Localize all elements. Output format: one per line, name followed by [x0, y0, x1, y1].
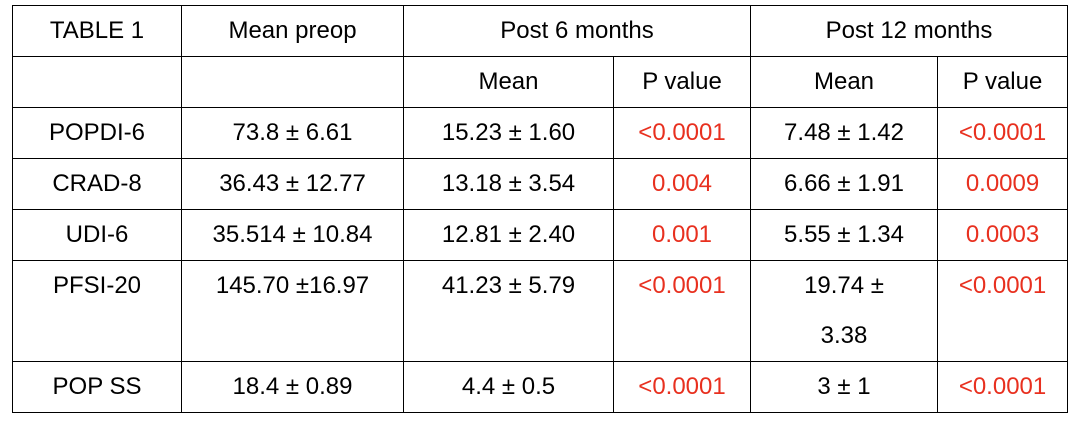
p-value-cell: <0.0001 [612, 107, 752, 159]
subheader-cell: Mean [403, 56, 614, 108]
preop-cell: 73.8 ± 6.61 [181, 107, 404, 159]
p-value-cell: 0.0003 [937, 209, 1069, 261]
mean-cell: 13.18 ± 3.54 [403, 158, 614, 210]
preop-cell: 18.4 ± 0.89 [181, 361, 404, 413]
p-value-cell: <0.0001 [937, 361, 1069, 413]
row-label: POPDI-6 [12, 107, 182, 159]
row-label: UDI-6 [12, 209, 182, 261]
subheader-row: Mean P value Mean P value [12, 56, 1069, 108]
empty-cell [12, 56, 182, 108]
preop-cell: 35.514 ± 10.84 [181, 209, 404, 261]
mean-cell: 19.74 ± 3.38 [750, 260, 939, 362]
row-label: PFSI-20 [12, 260, 182, 362]
mean-cell: 6.66 ± 1.91 [750, 158, 939, 210]
row-label: CRAD-8 [12, 158, 182, 210]
subheader-cell: P value [937, 56, 1069, 108]
p-value-cell: <0.0001 [612, 361, 752, 413]
header-cell: TABLE 1 [12, 5, 182, 57]
p-value-cell: <0.0001 [612, 260, 752, 362]
header-cell: Mean preop [181, 5, 404, 57]
mean-cell: 12.81 ± 2.40 [403, 209, 614, 261]
preop-cell: 36.43 ± 12.77 [181, 158, 404, 210]
row-label: POP SS [12, 361, 182, 413]
header-cell: Post 6 months [402, 5, 752, 57]
mean-cell: 41.23 ± 5.79 [403, 260, 614, 362]
p-value-cell: <0.0001 [937, 107, 1069, 159]
p-value-cell: 0.001 [612, 209, 752, 261]
p-value-cell: 0.0009 [937, 158, 1069, 210]
header-row: TABLE 1 Mean preop Post 6 months Post 12… [12, 5, 1069, 57]
data-row: CRAD-8 36.43 ± 12.77 13.18 ± 3.54 0.004 6.66… [12, 158, 1069, 210]
p-value-cell: 0.004 [612, 158, 752, 210]
empty-cell [181, 56, 404, 108]
subheader-cell: Mean [750, 56, 939, 108]
preop-cell: 145.70 ±16.97 [181, 260, 404, 362]
data-row: PFSI-20 145.70 ±16.97 41.23 ± 5.79 <0.0001 1… [12, 260, 1069, 362]
subheader-cell: P value [612, 56, 752, 108]
table-body: TABLE 1 Mean preop Post 6 months Post 12… [12, 5, 1069, 413]
mean-cell: 4.4 ± 0.5 [403, 361, 614, 413]
mean-cell: 7.48 ± 1.42 [750, 107, 939, 159]
mean-cell: 3 ± 1 [750, 361, 939, 413]
mean-cell: 5.55 ± 1.34 [750, 209, 939, 261]
data-row: UDI-6 35.514 ± 10.84 12.81 ± 2.40 0.001 5.55… [12, 209, 1069, 261]
data-row: POPDI-6 73.8 ± 6.61 15.23 ± 1.60 <0.0001 7.4… [12, 107, 1069, 159]
data-row: POP SS 18.4 ± 0.89 4.4 ± 0.5 <0.0001 3 ± 1 <0… [12, 361, 1069, 413]
p-value-cell: <0.0001 [937, 260, 1069, 362]
header-cell: Post 12 months [750, 5, 1069, 57]
mean-cell: 15.23 ± 1.60 [403, 107, 614, 159]
data-table: TABLE 1 Mean preop Post 6 months Post 12… [12, 5, 1069, 413]
